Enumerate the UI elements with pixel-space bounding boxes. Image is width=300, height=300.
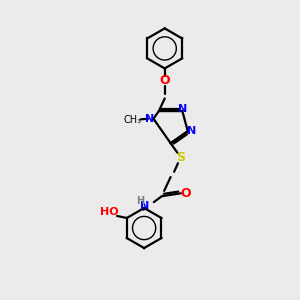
Text: O: O — [181, 187, 191, 200]
Text: O: O — [159, 74, 170, 87]
Text: N: N — [145, 114, 154, 124]
Text: CH₃: CH₃ — [124, 115, 142, 125]
Text: N: N — [140, 201, 150, 211]
Text: N: N — [178, 104, 188, 114]
Text: S: S — [176, 152, 185, 164]
Text: HO: HO — [100, 207, 118, 217]
Text: N: N — [187, 126, 196, 136]
Text: H: H — [136, 196, 144, 206]
